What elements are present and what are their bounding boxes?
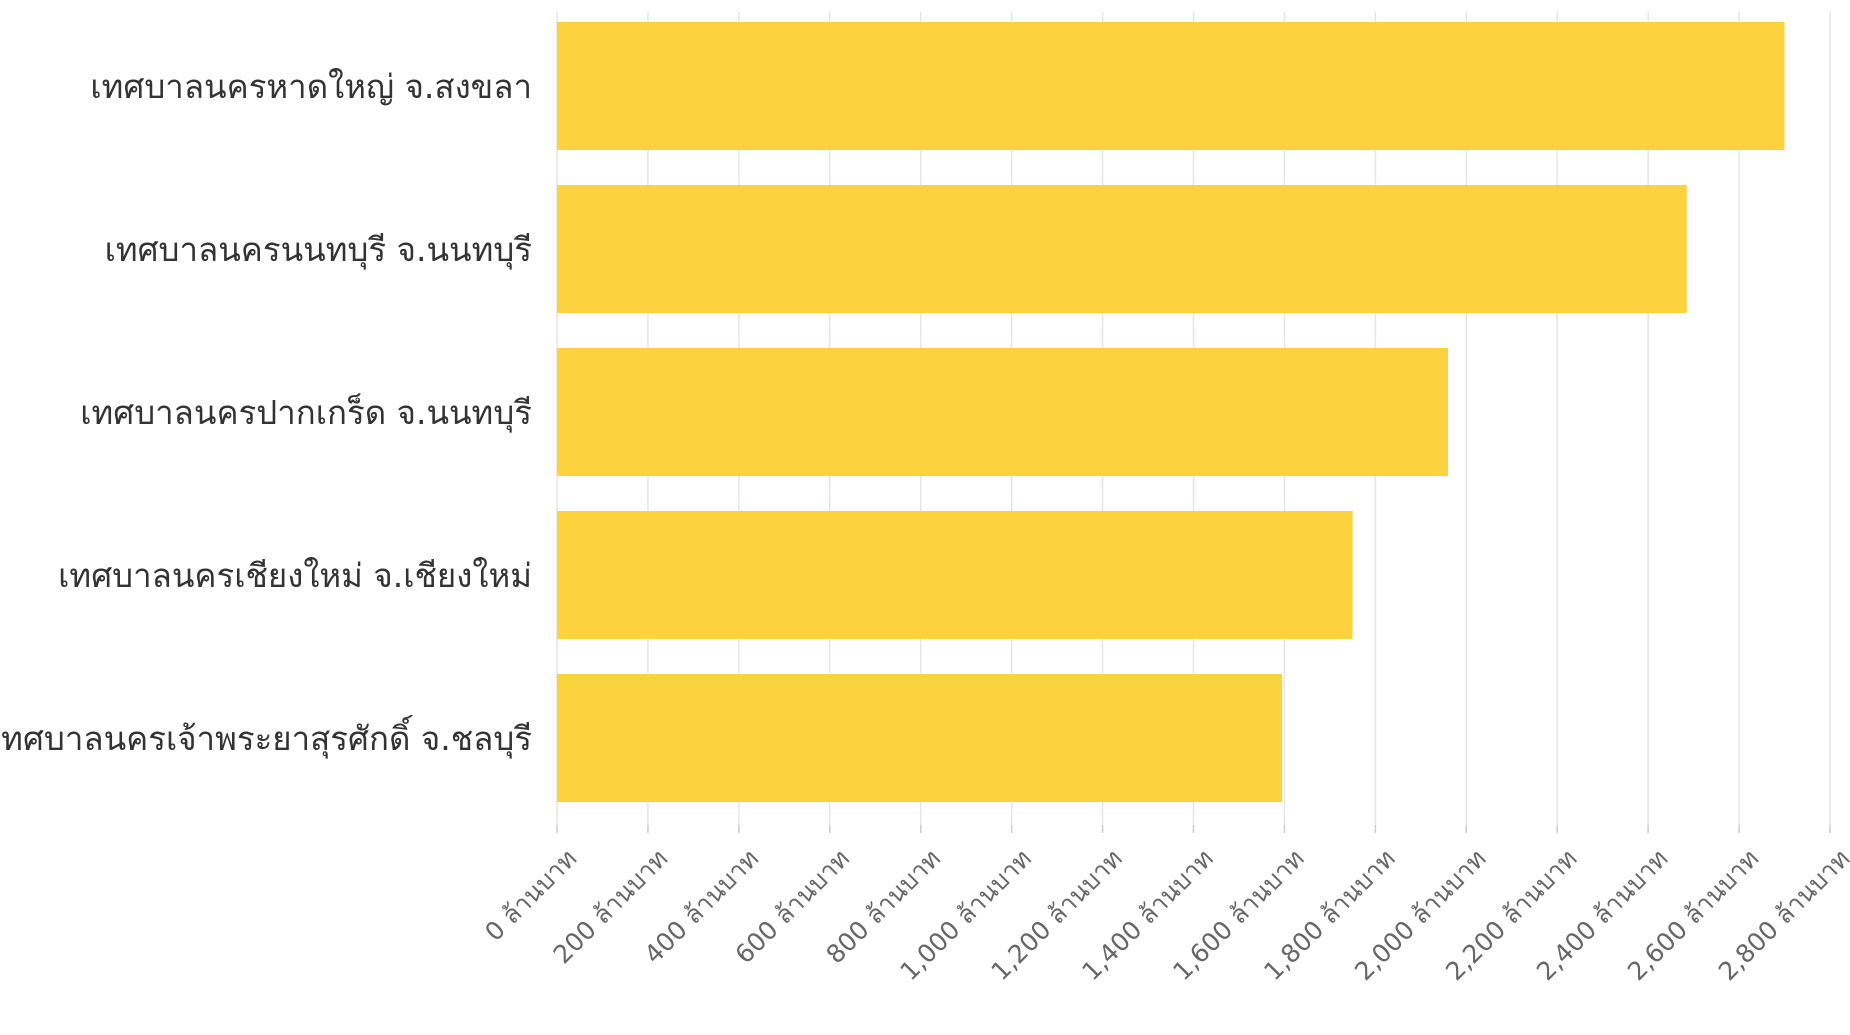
category-label: เทศบาลนครปากเกร็ด จ.นนทบุรี [80, 393, 532, 433]
bar[interactable] [557, 185, 1687, 313]
category-label: เทศบาลนครเจ้าพระยาสุรศักดิ์ จ.ชลบุรี [0, 715, 532, 759]
category-label: เทศบาลนครหาดใหญ่ จ.สงขลา [90, 67, 532, 106]
bars [557, 22, 1785, 802]
bar[interactable] [557, 22, 1785, 150]
category-label: เทศบาลนครนนทบุรี จ.นนทบุรี [105, 230, 532, 270]
category-labels: เทศบาลนครหาดใหญ่ จ.สงขลาเทศบาลนครนนทบุรี… [0, 67, 532, 759]
bar[interactable] [557, 674, 1283, 802]
category-label: เทศบาลนครเชียงใหม่ จ.เชียงใหม่ [58, 556, 532, 595]
bar[interactable] [557, 348, 1449, 476]
bar[interactable] [557, 511, 1353, 639]
